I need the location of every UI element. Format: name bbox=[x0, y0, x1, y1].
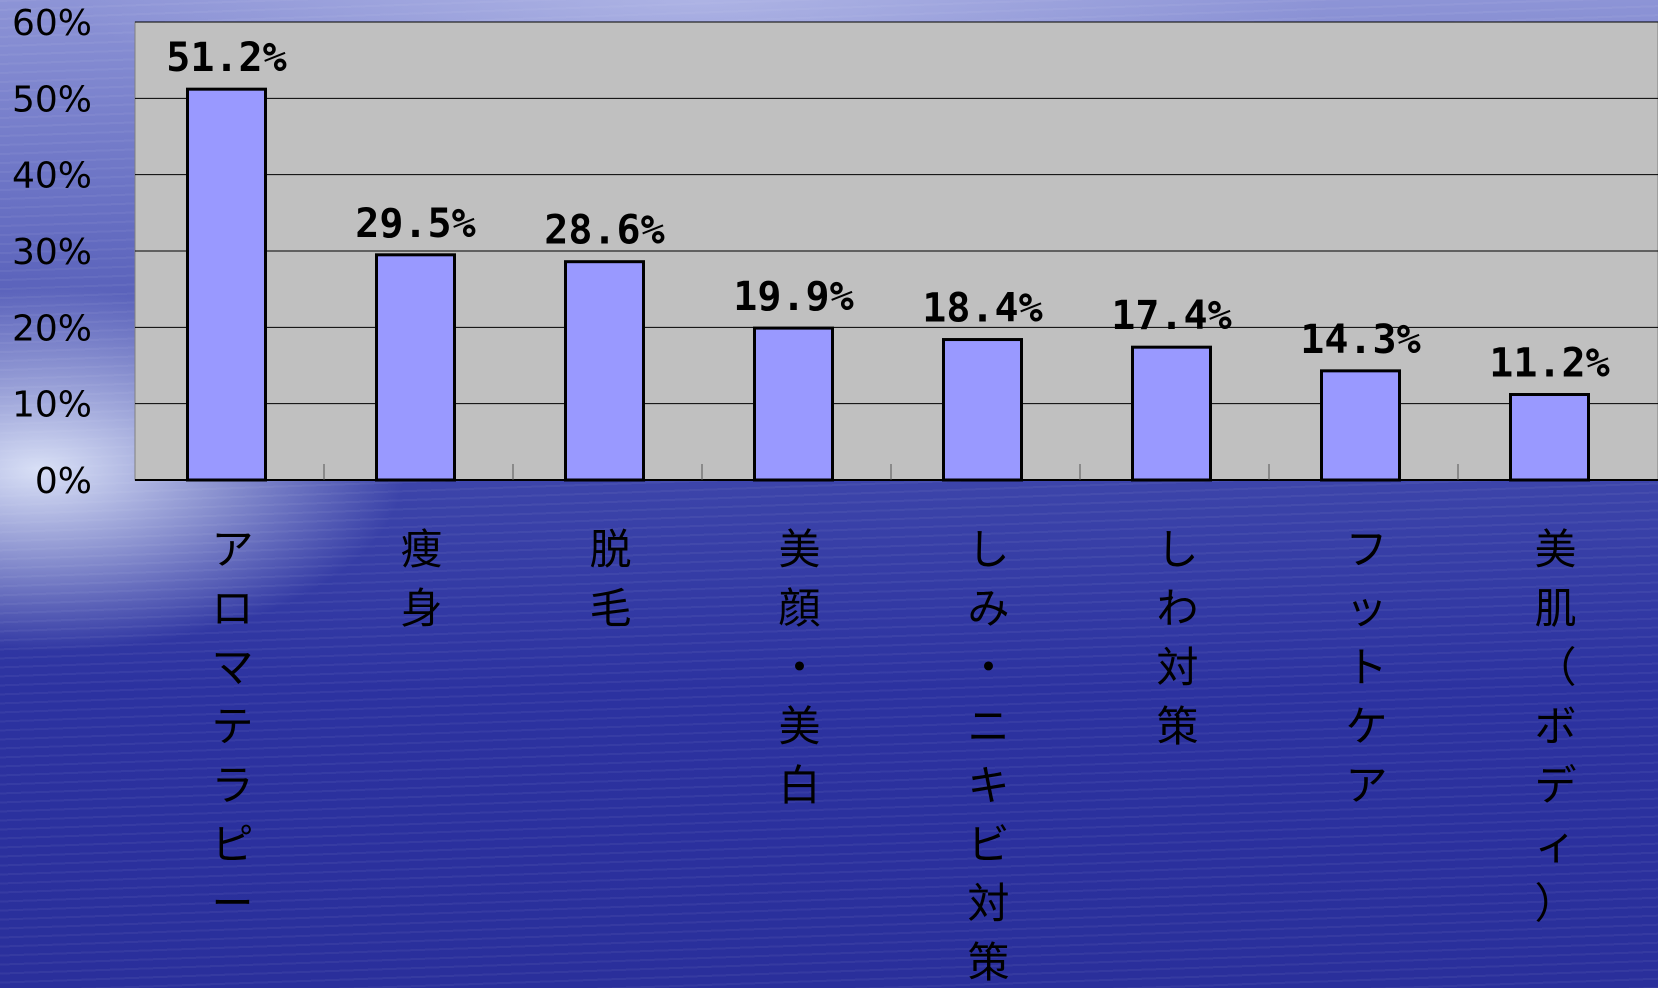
bar bbox=[1131, 345, 1212, 482]
y-tick-label: 60% bbox=[12, 3, 92, 44]
category-label: しみ・ニキビ対策 bbox=[967, 525, 1009, 987]
category-label: 脱毛 bbox=[589, 525, 631, 633]
bar bbox=[1320, 369, 1401, 482]
category-label: アロマテラピー bbox=[211, 525, 253, 928]
bar bbox=[186, 87, 267, 482]
data-labels: 51.2% 29.5% 28.6% 19.9% 18.4% 17.4% 14.3% 11.2% bbox=[166, 35, 1609, 386]
bar bbox=[564, 260, 645, 482]
bar bbox=[1509, 393, 1590, 482]
y-tick-label: 40% bbox=[12, 156, 92, 197]
bar bbox=[753, 326, 834, 482]
data-label: 18.4% bbox=[922, 286, 1042, 332]
data-label: 19.9% bbox=[733, 274, 853, 320]
data-label: 51.2% bbox=[166, 35, 286, 81]
bar bbox=[375, 253, 456, 482]
data-label: 29.5% bbox=[355, 201, 475, 247]
category-label: 痩身 bbox=[400, 525, 442, 633]
x-axis bbox=[135, 464, 1658, 481]
data-label: 28.6% bbox=[544, 208, 664, 254]
y-tick-label: 10% bbox=[12, 385, 92, 426]
data-label: 14.3% bbox=[1300, 317, 1420, 363]
y-tick-label: 0% bbox=[35, 461, 92, 502]
y-axis-tick-labels: 0% 10% 20% 30% 40% 50% 60% bbox=[12, 3, 92, 502]
category-label: フットケア bbox=[1345, 525, 1387, 810]
x-axis-category-labels: アロマテラピー 痩身 脱毛 美顔・美白 しみ・ニキビ対策 しわ対策 フットケア 美肌（ボディ） bbox=[211, 525, 1576, 987]
bar bbox=[942, 338, 1023, 482]
y-tick-label: 50% bbox=[12, 79, 92, 120]
y-tick-label: 30% bbox=[12, 232, 92, 273]
data-label: 17.4% bbox=[1111, 293, 1231, 339]
data-label: 11.2% bbox=[1489, 341, 1609, 387]
y-tick-label: 20% bbox=[12, 308, 92, 349]
category-label: しわ対策 bbox=[1156, 525, 1198, 751]
category-label: 美肌（ボディ） bbox=[1534, 525, 1576, 928]
category-label: 美顔・美白 bbox=[778, 525, 820, 810]
